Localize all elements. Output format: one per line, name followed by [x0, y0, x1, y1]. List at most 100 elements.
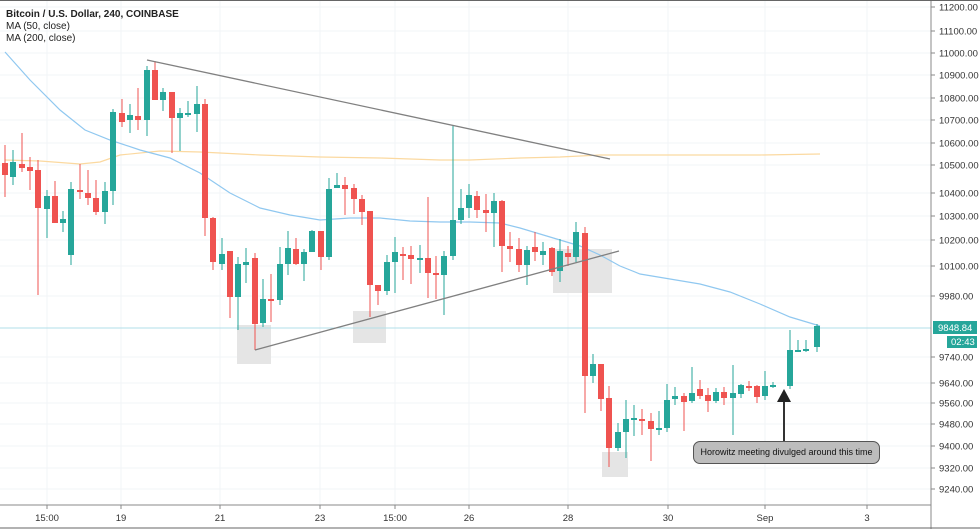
symbol-title[interactable]: Bitcoin / U.S. Dollar, 240, COINBASE: [6, 9, 179, 20]
candle: [516, 238, 522, 272]
candle: [606, 386, 612, 467]
ma200-line: [4, 150, 821, 165]
candle: [639, 409, 645, 435]
trendline[interactable]: [146, 59, 611, 160]
candle: [119, 99, 125, 127]
price-label: 10100.00: [939, 262, 979, 273]
grid-lines: [0, 0, 931, 505]
candle: [746, 381, 752, 391]
candle: [268, 274, 274, 322]
candle: [730, 365, 736, 435]
candle: [466, 184, 472, 218]
price-label: 10300.00: [939, 212, 979, 223]
candle: [19, 133, 25, 172]
candle: [689, 367, 695, 403]
candle: [367, 211, 373, 317]
candle: [697, 380, 703, 399]
candle: [194, 86, 200, 132]
candle: [400, 247, 406, 280]
candle: [44, 190, 50, 238]
time-label: 26: [464, 513, 475, 524]
candle: [565, 246, 571, 266]
candle: [285, 231, 291, 275]
time-label: 15:00: [35, 513, 59, 524]
candle: [795, 340, 801, 352]
candle: [144, 66, 150, 136]
candle: [803, 340, 809, 352]
candle: [235, 257, 241, 330]
time-label: 30: [663, 513, 674, 524]
candle: [219, 238, 225, 270]
candle: [425, 197, 431, 298]
price-label: 9980.00: [939, 292, 973, 303]
candle: [664, 384, 670, 432]
candle: [351, 184, 357, 214]
candle: [754, 385, 760, 403]
candle: [615, 423, 621, 451]
price-label: 10600.00: [939, 139, 979, 150]
trendlines[interactable]: [146, 59, 620, 351]
candle: [135, 88, 141, 130]
candle: [185, 101, 191, 117]
trendline[interactable]: [254, 250, 620, 351]
price-label: 9320.00: [939, 464, 973, 475]
candle: [672, 387, 678, 405]
candle: [202, 99, 208, 236]
candle: [375, 285, 381, 305]
candle: [441, 251, 447, 315]
candle: [260, 279, 266, 327]
candle: [598, 364, 604, 411]
price-label: 10500.00: [939, 161, 979, 172]
ma50-line: [4, 51, 821, 327]
candle: [169, 92, 175, 153]
candle: [110, 109, 116, 205]
candles: [2, 61, 820, 467]
candle: [450, 125, 456, 260]
candle: [127, 104, 133, 133]
candle: [27, 157, 33, 190]
candle: [85, 170, 91, 205]
candle: [60, 211, 66, 232]
candle: [557, 239, 563, 282]
candle: [648, 413, 654, 461]
candle: [326, 178, 332, 260]
time-label: 19: [116, 513, 127, 524]
candle: [705, 388, 711, 412]
ma200-legend[interactable]: MA (200, close): [6, 33, 76, 44]
price-axis[interactable]: 11200.00 11100.00 11000.00 10900.00 10800.00…: [931, 3, 979, 496]
candle: [334, 173, 340, 188]
candle: [458, 189, 464, 224]
price-label: 9640.00: [939, 379, 973, 390]
candle: [721, 387, 727, 405]
candle: [770, 382, 776, 388]
time-label: 23: [315, 513, 326, 524]
candle: [814, 324, 820, 352]
price-label: 10700.00: [939, 116, 979, 127]
candle: [499, 200, 505, 272]
candle: [318, 231, 324, 270]
candle: [762, 371, 768, 400]
candle: [417, 245, 423, 273]
candle: [177, 108, 183, 151]
time-axis[interactable]: 15:00 19 21 23 15:00 26 28 30 Sep 3: [35, 505, 870, 524]
price-label: 9240.00: [939, 485, 973, 496]
annotation-callout: Horowitz meeting divulged around this ti…: [693, 441, 880, 464]
candle: [152, 61, 158, 100]
ma50-legend[interactable]: MA (50, close): [6, 21, 70, 32]
price-label: 9740.00: [939, 353, 973, 364]
candle: [582, 227, 588, 413]
candle: [681, 393, 687, 431]
candle: [384, 255, 390, 295]
candle: [738, 384, 744, 398]
price-label: 9480.00: [939, 420, 973, 431]
candle: [243, 248, 249, 283]
price-label: 11000.00: [939, 49, 978, 60]
candle: [160, 88, 166, 111]
candle: [68, 182, 74, 265]
price-label: 10800.00: [939, 94, 979, 105]
candle: [277, 247, 283, 305]
candle: [491, 193, 497, 247]
time-label: 21: [215, 513, 226, 524]
highlight-boxes: [237, 249, 628, 477]
